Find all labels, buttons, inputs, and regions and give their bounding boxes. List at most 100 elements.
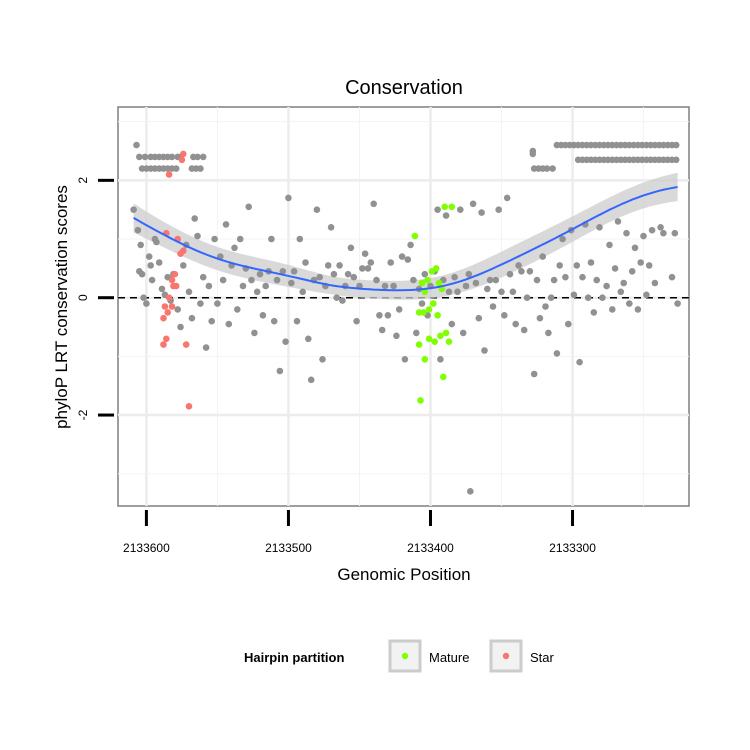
point-other [634,306,642,313]
point-other [307,376,315,384]
point-other [451,273,458,281]
point-mature [421,356,429,363]
point-other [657,224,664,231]
point-star [170,282,177,290]
point-other [631,244,639,252]
point-other [469,200,477,208]
point-star [180,150,187,158]
point-other [253,288,261,296]
point-other [327,224,335,231]
x-tick-label: 2133400 [407,541,454,555]
point-star [177,250,184,257]
point-other [138,270,146,278]
point-other [651,279,659,287]
point-other [442,212,450,219]
point-other [270,317,278,325]
point-star [185,403,193,410]
point-other [302,259,309,266]
point-other [465,270,473,278]
point-other [530,370,538,378]
point-other [599,294,606,302]
point-other [279,268,287,275]
point-mature [448,203,456,211]
legend: Hairpin partition Mature Star [244,639,555,673]
smooth-line [133,186,678,292]
confidence-ribbon [133,172,678,300]
legend-dot-star [502,652,510,660]
point-other [197,300,204,307]
point-star [165,171,173,178]
point-other [299,288,307,296]
point-other [437,356,444,363]
point-other [273,276,281,284]
point-other [172,165,180,172]
point-other [140,294,147,302]
point-other [239,282,247,290]
point-other [462,282,470,290]
point-other [245,203,252,211]
point-other [445,288,453,296]
point-other [668,273,676,281]
point-other [145,253,153,260]
point-other [188,314,196,322]
point-other [539,253,546,260]
point-other [518,268,525,275]
point-other [199,153,207,161]
point-other [526,268,534,275]
point-other [158,285,166,293]
legend-key-star [489,639,523,673]
point-other [155,153,163,161]
point-other [506,270,514,278]
point-mature [425,306,433,313]
point-other [674,300,681,307]
point-other [376,312,383,319]
point-other [590,309,598,316]
point-other [648,226,656,234]
point-other [174,306,181,313]
point-other [672,141,680,149]
point-other [378,326,386,334]
point-star [168,276,176,284]
point-mature [432,265,440,272]
point-other [418,300,426,307]
point-other [660,229,667,237]
point-other [313,206,321,213]
point-star [178,156,186,164]
point-other [141,153,149,161]
point-other [367,259,375,266]
point-other [570,291,578,299]
legend-title: Hairpin partition [244,650,344,665]
point-other [565,320,572,328]
point-other [208,317,215,325]
point-other [268,235,275,243]
point-star [163,335,170,343]
point-star [165,294,173,302]
point-other [398,253,406,260]
point-other [492,276,500,284]
point-mature [418,279,426,287]
point-other [316,273,324,281]
point-other [495,206,503,213]
point-other [293,317,301,325]
point-mature [420,309,427,316]
point-other [562,273,569,281]
point-other [533,276,541,284]
point-other [214,300,221,307]
point-other [370,200,378,208]
point-other [191,215,198,222]
point-other [137,241,144,249]
x-axis-ticks: 2133600 2133500 2133400 2133300 [123,510,596,555]
point-other [359,265,366,272]
point-mature [421,288,429,296]
point-other [138,165,146,172]
x-tick-label: 2133600 [123,541,170,555]
y-tick-label: -2 [76,409,90,420]
point-star [164,309,171,316]
point-other [596,224,603,231]
point-other [282,338,289,346]
point-other [579,273,586,281]
point-other [407,241,414,249]
point-mature [417,397,424,404]
point-other [219,276,227,284]
point-other [536,314,544,322]
